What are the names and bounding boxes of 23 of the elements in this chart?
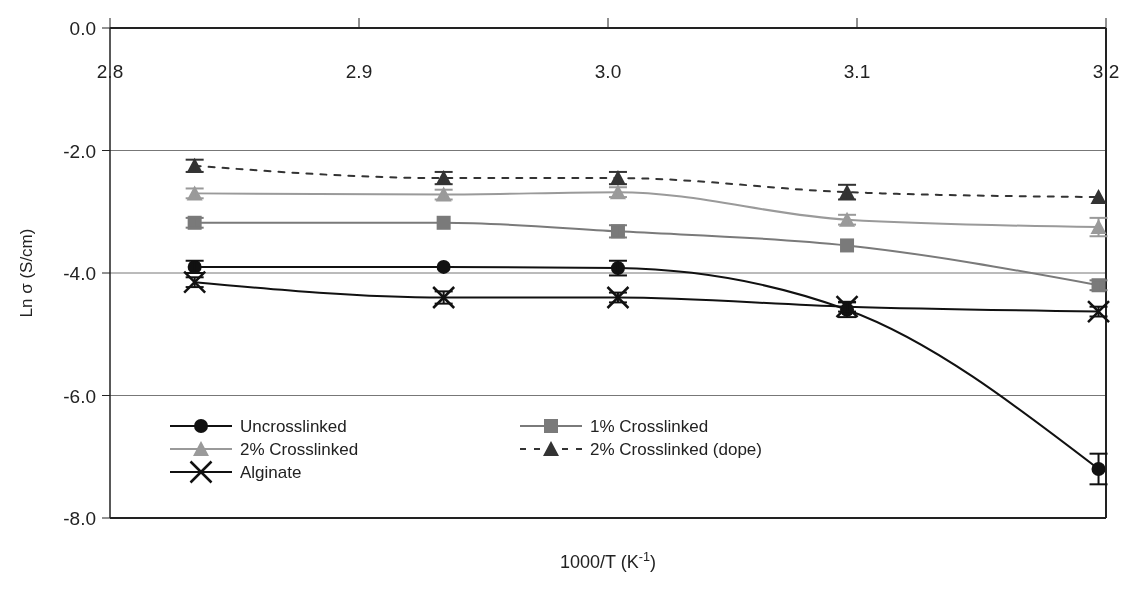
point <box>182 270 207 294</box>
y-tick-label: -2.0 <box>63 140 96 162</box>
x-tick-label: 2.9 <box>345 61 373 82</box>
x-axis-title: 1000/T (K$^{-1}$) <box>560 550 656 572</box>
point <box>431 285 456 310</box>
legend-label: Alginate <box>240 463 302 482</box>
y-tick-label: -4.0 <box>63 263 96 284</box>
legend-label: Uncrosslinked <box>240 417 347 436</box>
y-tick-label: -8.0 <box>63 508 96 529</box>
x-tick-label: 3.0 <box>594 61 622 82</box>
point <box>436 259 451 274</box>
legend-label: 1% Crosslinked <box>590 417 709 436</box>
point <box>1086 299 1111 324</box>
x-tick-label: 3.1 <box>843 61 871 82</box>
y-tick-label: -6.0 <box>63 385 96 407</box>
legend-label: 2% Crosslinked <box>240 440 359 459</box>
y-axis-title: Ln σ (S/cm) <box>17 228 36 318</box>
point <box>606 285 630 310</box>
legend-label: 2% Crosslinked (dope) <box>590 440 762 459</box>
y-tick-label: 0.0 <box>69 18 96 39</box>
point <box>1090 189 1107 205</box>
point <box>436 215 451 230</box>
point <box>840 238 855 253</box>
